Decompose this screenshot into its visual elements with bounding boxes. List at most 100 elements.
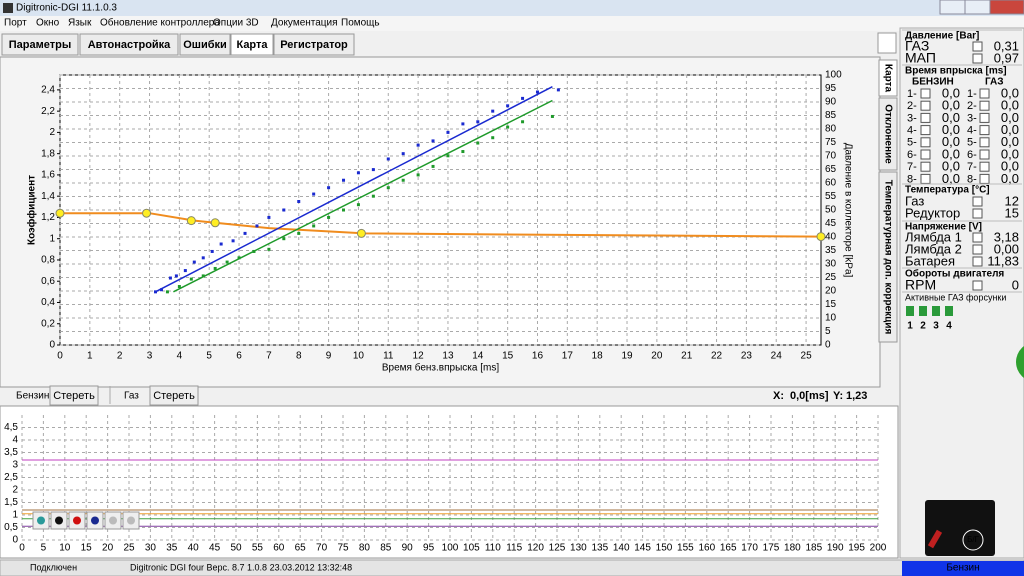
correction-point[interactable] xyxy=(816,232,826,242)
checkbox[interactable] xyxy=(920,161,931,172)
checkbox[interactable] xyxy=(972,196,983,207)
tab-label[interactable]: Автонастройка xyxy=(88,39,171,51)
scatter-point xyxy=(431,139,435,143)
correction-point[interactable] xyxy=(142,208,152,218)
correction-point[interactable] xyxy=(186,216,196,226)
group-title: Температура [°C] xyxy=(905,185,990,196)
scatter-point xyxy=(327,186,331,190)
side-tab-label[interactable]: Карта xyxy=(882,64,893,93)
side-icon[interactable] xyxy=(877,32,897,54)
x-tick-label: 0 xyxy=(19,543,25,554)
checkbox[interactable] xyxy=(979,173,990,184)
x-tick-label: 25 xyxy=(123,543,135,554)
correction-point[interactable] xyxy=(55,208,65,218)
injector-icon xyxy=(919,306,927,316)
scatter-point xyxy=(312,224,316,228)
y2-tick-label: 60 xyxy=(825,178,837,189)
side-tab[interactable] xyxy=(878,97,898,171)
clear-label[interactable]: Стереть xyxy=(53,390,95,402)
checkbox[interactable] xyxy=(979,125,990,136)
x-tick-label: 18 xyxy=(592,351,604,362)
checkbox[interactable] xyxy=(972,208,983,219)
green-indicator xyxy=(1016,346,1024,378)
checkbox[interactable] xyxy=(972,256,983,267)
menu-item[interactable]: Язык xyxy=(68,18,92,29)
injector-value: 0,0 xyxy=(1001,134,1019,149)
checkbox[interactable] xyxy=(920,88,931,99)
y-tick-label: 1,6 xyxy=(41,170,55,181)
x-tick-label: 24 xyxy=(771,351,783,362)
tab-label[interactable]: Регистратор xyxy=(280,39,348,51)
checkbox[interactable] xyxy=(920,137,931,148)
tab[interactable] xyxy=(230,33,274,56)
menu-item[interactable]: Помощь xyxy=(341,18,380,29)
tab-label[interactable]: Параметры xyxy=(9,39,71,51)
correction-point[interactable] xyxy=(210,218,220,228)
checkbox[interactable] xyxy=(920,149,931,160)
minimize-button[interactable] xyxy=(939,0,966,15)
tab[interactable] xyxy=(273,33,355,56)
injector-value: 0,0 xyxy=(942,98,960,113)
checkbox[interactable] xyxy=(920,125,931,136)
checkbox[interactable] xyxy=(972,41,983,52)
checkbox[interactable] xyxy=(979,112,990,123)
checkbox[interactable] xyxy=(979,137,990,148)
scatter-point xyxy=(431,164,435,168)
injector-value: 0,0 xyxy=(942,110,960,125)
side-tab[interactable] xyxy=(878,171,898,343)
x-tick-label: 6 xyxy=(236,351,242,362)
fuel-switch[interactable] xyxy=(925,500,995,556)
x-tick-label: 23 xyxy=(741,351,753,362)
tab[interactable] xyxy=(179,33,231,56)
tab-label[interactable]: Карта xyxy=(236,39,268,51)
menu-item[interactable]: Порт xyxy=(4,18,27,29)
checkbox[interactable] xyxy=(920,100,931,111)
checkbox[interactable] xyxy=(920,112,931,123)
scatter-point xyxy=(192,260,196,264)
switch-label[interactable]: Б/Г xyxy=(967,535,979,544)
correction-point[interactable] xyxy=(356,228,366,238)
checkbox[interactable] xyxy=(972,53,983,64)
fit-line xyxy=(173,99,553,293)
y-tick-label: 2 xyxy=(12,485,18,496)
panel-value: 12 xyxy=(1005,193,1019,208)
y-tick-label: 3 xyxy=(12,460,18,471)
legend-petrol: Бензин xyxy=(16,391,49,402)
x-tick-label: 150 xyxy=(656,543,673,554)
side-tab-label[interactable]: Отклонение xyxy=(882,104,893,164)
side-tab[interactable] xyxy=(878,59,898,97)
checkbox[interactable] xyxy=(972,244,983,255)
injector-label: 4- xyxy=(967,125,977,137)
checkbox[interactable] xyxy=(979,100,990,111)
y-tick-label: 2,2 xyxy=(41,106,55,117)
tab[interactable] xyxy=(79,33,179,56)
status-text: Digitronic DGI four Верс. 8.7 1.0.8 23.0… xyxy=(130,562,352,572)
checkbox[interactable] xyxy=(979,149,990,160)
clear-label[interactable]: Стереть xyxy=(153,390,195,402)
y-tick-label: 0,4 xyxy=(41,297,55,308)
checkbox[interactable] xyxy=(972,280,983,291)
column-head: ГАЗ xyxy=(985,77,1004,88)
menu-item[interactable]: Окно xyxy=(36,18,60,29)
menu-item[interactable]: Документация xyxy=(271,18,338,29)
clear-button[interactable] xyxy=(149,385,199,406)
scatter-point xyxy=(297,231,301,235)
tab-label[interactable]: Ошибки xyxy=(183,39,227,51)
checkbox[interactable] xyxy=(979,88,990,99)
panel-label: Лямбда 2 xyxy=(905,241,962,256)
scatter-point xyxy=(237,256,241,260)
maximize-button[interactable] xyxy=(964,0,991,15)
tab[interactable] xyxy=(1,33,79,56)
side-tab-label[interactable]: Температурная доп. коррекция xyxy=(882,180,893,335)
panel-label: Батарея xyxy=(905,253,955,268)
y-tick-label: 1,2 xyxy=(41,212,55,223)
checkbox[interactable] xyxy=(979,161,990,172)
menu-item[interactable]: Опции 3D xyxy=(213,18,259,29)
clear-button[interactable] xyxy=(49,385,99,406)
checkbox[interactable] xyxy=(972,232,983,243)
checkbox[interactable] xyxy=(920,173,931,184)
injector-label: 4- xyxy=(907,125,917,137)
menu-item[interactable]: Обновление контроллера xyxy=(100,17,220,29)
x-tick-label: 45 xyxy=(209,543,221,554)
close-button[interactable] xyxy=(989,0,1024,15)
